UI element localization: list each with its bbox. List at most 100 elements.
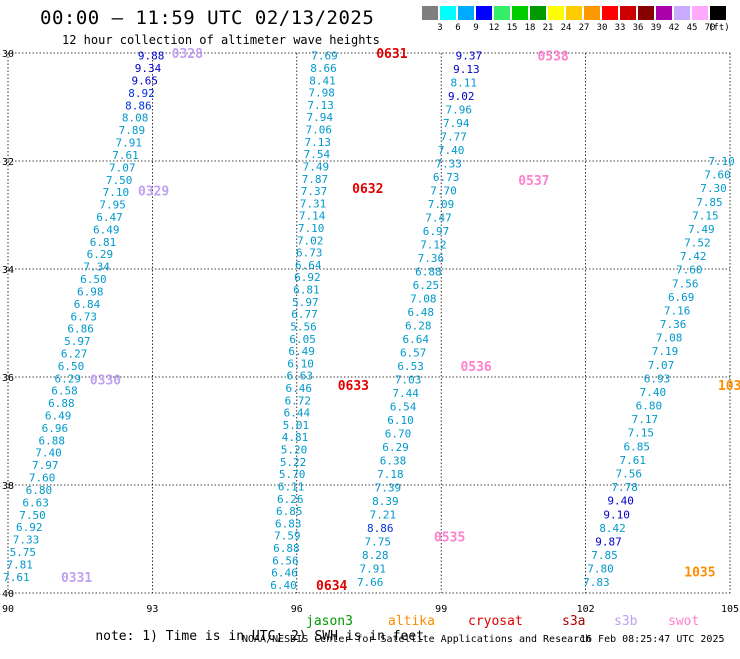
wave-height-value: 7.17 <box>632 413 659 426</box>
wave-height-value: 9.34 <box>135 62 162 75</box>
wave-height-value: 7.09 <box>428 198 455 211</box>
mission-altika: altika <box>388 614 435 629</box>
legend-label: 3 <box>437 23 443 33</box>
wave-height-value: 7.07 <box>648 359 675 372</box>
wave-height-value: 4.81 <box>282 431 309 444</box>
x-tick-label: 96 <box>291 604 303 615</box>
wave-height-value: 6.46 <box>286 382 313 395</box>
wave-height-value: 6.97 <box>423 225 450 238</box>
wave-height-value: 7.94 <box>306 111 333 124</box>
legend-label: 27 <box>578 23 590 33</box>
pass-label: 0330 <box>90 374 121 389</box>
wave-height-value: 7.16 <box>664 304 691 317</box>
wave-height-value: 7.36 <box>660 318 687 331</box>
wave-height-value: 6.10 <box>387 414 414 427</box>
wave-height-value: 6.11 <box>278 480 305 493</box>
wave-height-value: 6.73 <box>433 171 460 184</box>
wave-height-value: 6.73 <box>296 247 323 260</box>
wave-height-value: 7.80 <box>587 563 614 576</box>
wave-height-value: 6.58 <box>51 385 78 398</box>
legend-swatch <box>656 6 672 20</box>
wave-height-value: 5.01 <box>283 419 310 432</box>
wave-height-value: 9.65 <box>132 75 159 88</box>
wave-height-value: 5.97 <box>64 335 91 348</box>
wave-height-value: 7.13 <box>305 136 332 149</box>
wave-height-value: 7.60 <box>676 264 703 277</box>
wave-height-value: 7.50 <box>106 174 133 187</box>
wave-height-value: 7.30 <box>700 182 727 195</box>
legend-swatch <box>494 6 510 20</box>
wave-height-value: 7.69 <box>311 50 338 63</box>
wave-height-value: 6.92 <box>16 521 43 534</box>
wave-height-value: 7.85 <box>696 196 723 209</box>
wave-height-value: 6.84 <box>74 298 101 311</box>
wave-height-value: 6.88 <box>48 397 75 410</box>
wave-height-value: 7.08 <box>410 293 437 306</box>
wave-height-value: 5.75 <box>10 546 37 559</box>
pass-label: 1035 <box>718 379 740 394</box>
wave-height-value: 6.64 <box>402 333 429 346</box>
wave-height-value: 7.50 <box>19 509 46 522</box>
notes-text: note: 1) Time is in UTC; 2) SWH is in fe… <box>95 629 425 644</box>
wave-height-value: 6.69 <box>668 291 695 304</box>
wave-height-value: 6.56 <box>272 554 299 567</box>
wave-height-value: 6.48 <box>408 306 435 319</box>
wave-height-value: 9.88 <box>138 50 165 63</box>
legend-label: 15 <box>506 23 518 33</box>
wave-height-value: 6.85 <box>276 505 303 518</box>
y-tick-label: -38 <box>0 481 14 492</box>
wave-height-value: 7.08 <box>656 332 683 345</box>
y-tick-label: -32 <box>0 157 14 168</box>
wave-height-value: 7.52 <box>684 237 711 250</box>
wave-height-value: 6.92 <box>294 271 321 284</box>
wave-height-value: 6.49 <box>288 345 315 358</box>
wave-height-value: 7.78 <box>611 481 638 494</box>
wave-height-value: 7.61 <box>112 149 139 162</box>
wave-height-value: 6.81 <box>293 284 320 297</box>
wave-height-value: 7.91 <box>115 137 142 150</box>
x-tick-label: 105 <box>721 604 739 615</box>
wave-height-value: 6.26 <box>277 493 304 506</box>
wave-height-value: 9.40 <box>607 495 634 508</box>
mission-s3a: s3a <box>562 614 586 629</box>
legend-label: 45 <box>686 23 698 33</box>
wave-height-value: 6.29 <box>55 372 82 385</box>
pass-label: 0633 <box>338 379 369 394</box>
wave-height-value: 6.40 <box>270 579 297 592</box>
wave-height-value: 7.59 <box>274 530 301 543</box>
wave-height-value: 7.61 <box>619 454 646 467</box>
y-tick-label: -40 <box>0 589 14 600</box>
x-tick-label: 93 <box>146 604 158 615</box>
wave-height-value: 6.05 <box>289 333 316 346</box>
wave-height-value: 6.64 <box>295 259 322 272</box>
pass-label: 0328 <box>172 47 203 62</box>
wave-height-value: 8.42 <box>599 522 626 535</box>
legend-label: 36 <box>632 23 644 33</box>
pass-label: 0536 <box>460 360 491 375</box>
wave-height-value: 7.75 <box>365 536 392 549</box>
wave-height-value: 7.37 <box>301 185 328 198</box>
wave-height-value: 8.11 <box>451 77 478 90</box>
legend-label: 30 <box>596 23 608 33</box>
x-tick-label: 102 <box>577 604 595 615</box>
wave-height-value: 6.81 <box>90 236 117 249</box>
wave-height-value: 9.10 <box>603 508 630 521</box>
pass-label: 1035 <box>684 565 715 580</box>
legend-label: 70 <box>704 23 716 33</box>
wave-height-value: 9.13 <box>453 63 480 76</box>
legend-swatch <box>674 6 690 20</box>
wave-height-value: 7.21 <box>370 509 397 522</box>
footer-credit: NOAA/NESDIS Center for Satellite Applica… <box>242 634 592 645</box>
legend-swatch <box>710 6 726 20</box>
wave-height-value: 7.18 <box>377 468 404 481</box>
wave-height-value: 7.42 <box>680 250 707 263</box>
pass-label: 0329 <box>138 185 169 200</box>
wave-height-value: 6.86 <box>67 323 94 336</box>
legend-swatch <box>512 6 528 20</box>
wave-height-value: 6.70 <box>385 428 412 441</box>
wave-height-value: 6.54 <box>390 401 417 414</box>
wave-height-value: 7.61 <box>3 571 30 584</box>
wave-height-value: 7.47 <box>425 212 452 225</box>
legend-label: 24 <box>560 23 572 33</box>
